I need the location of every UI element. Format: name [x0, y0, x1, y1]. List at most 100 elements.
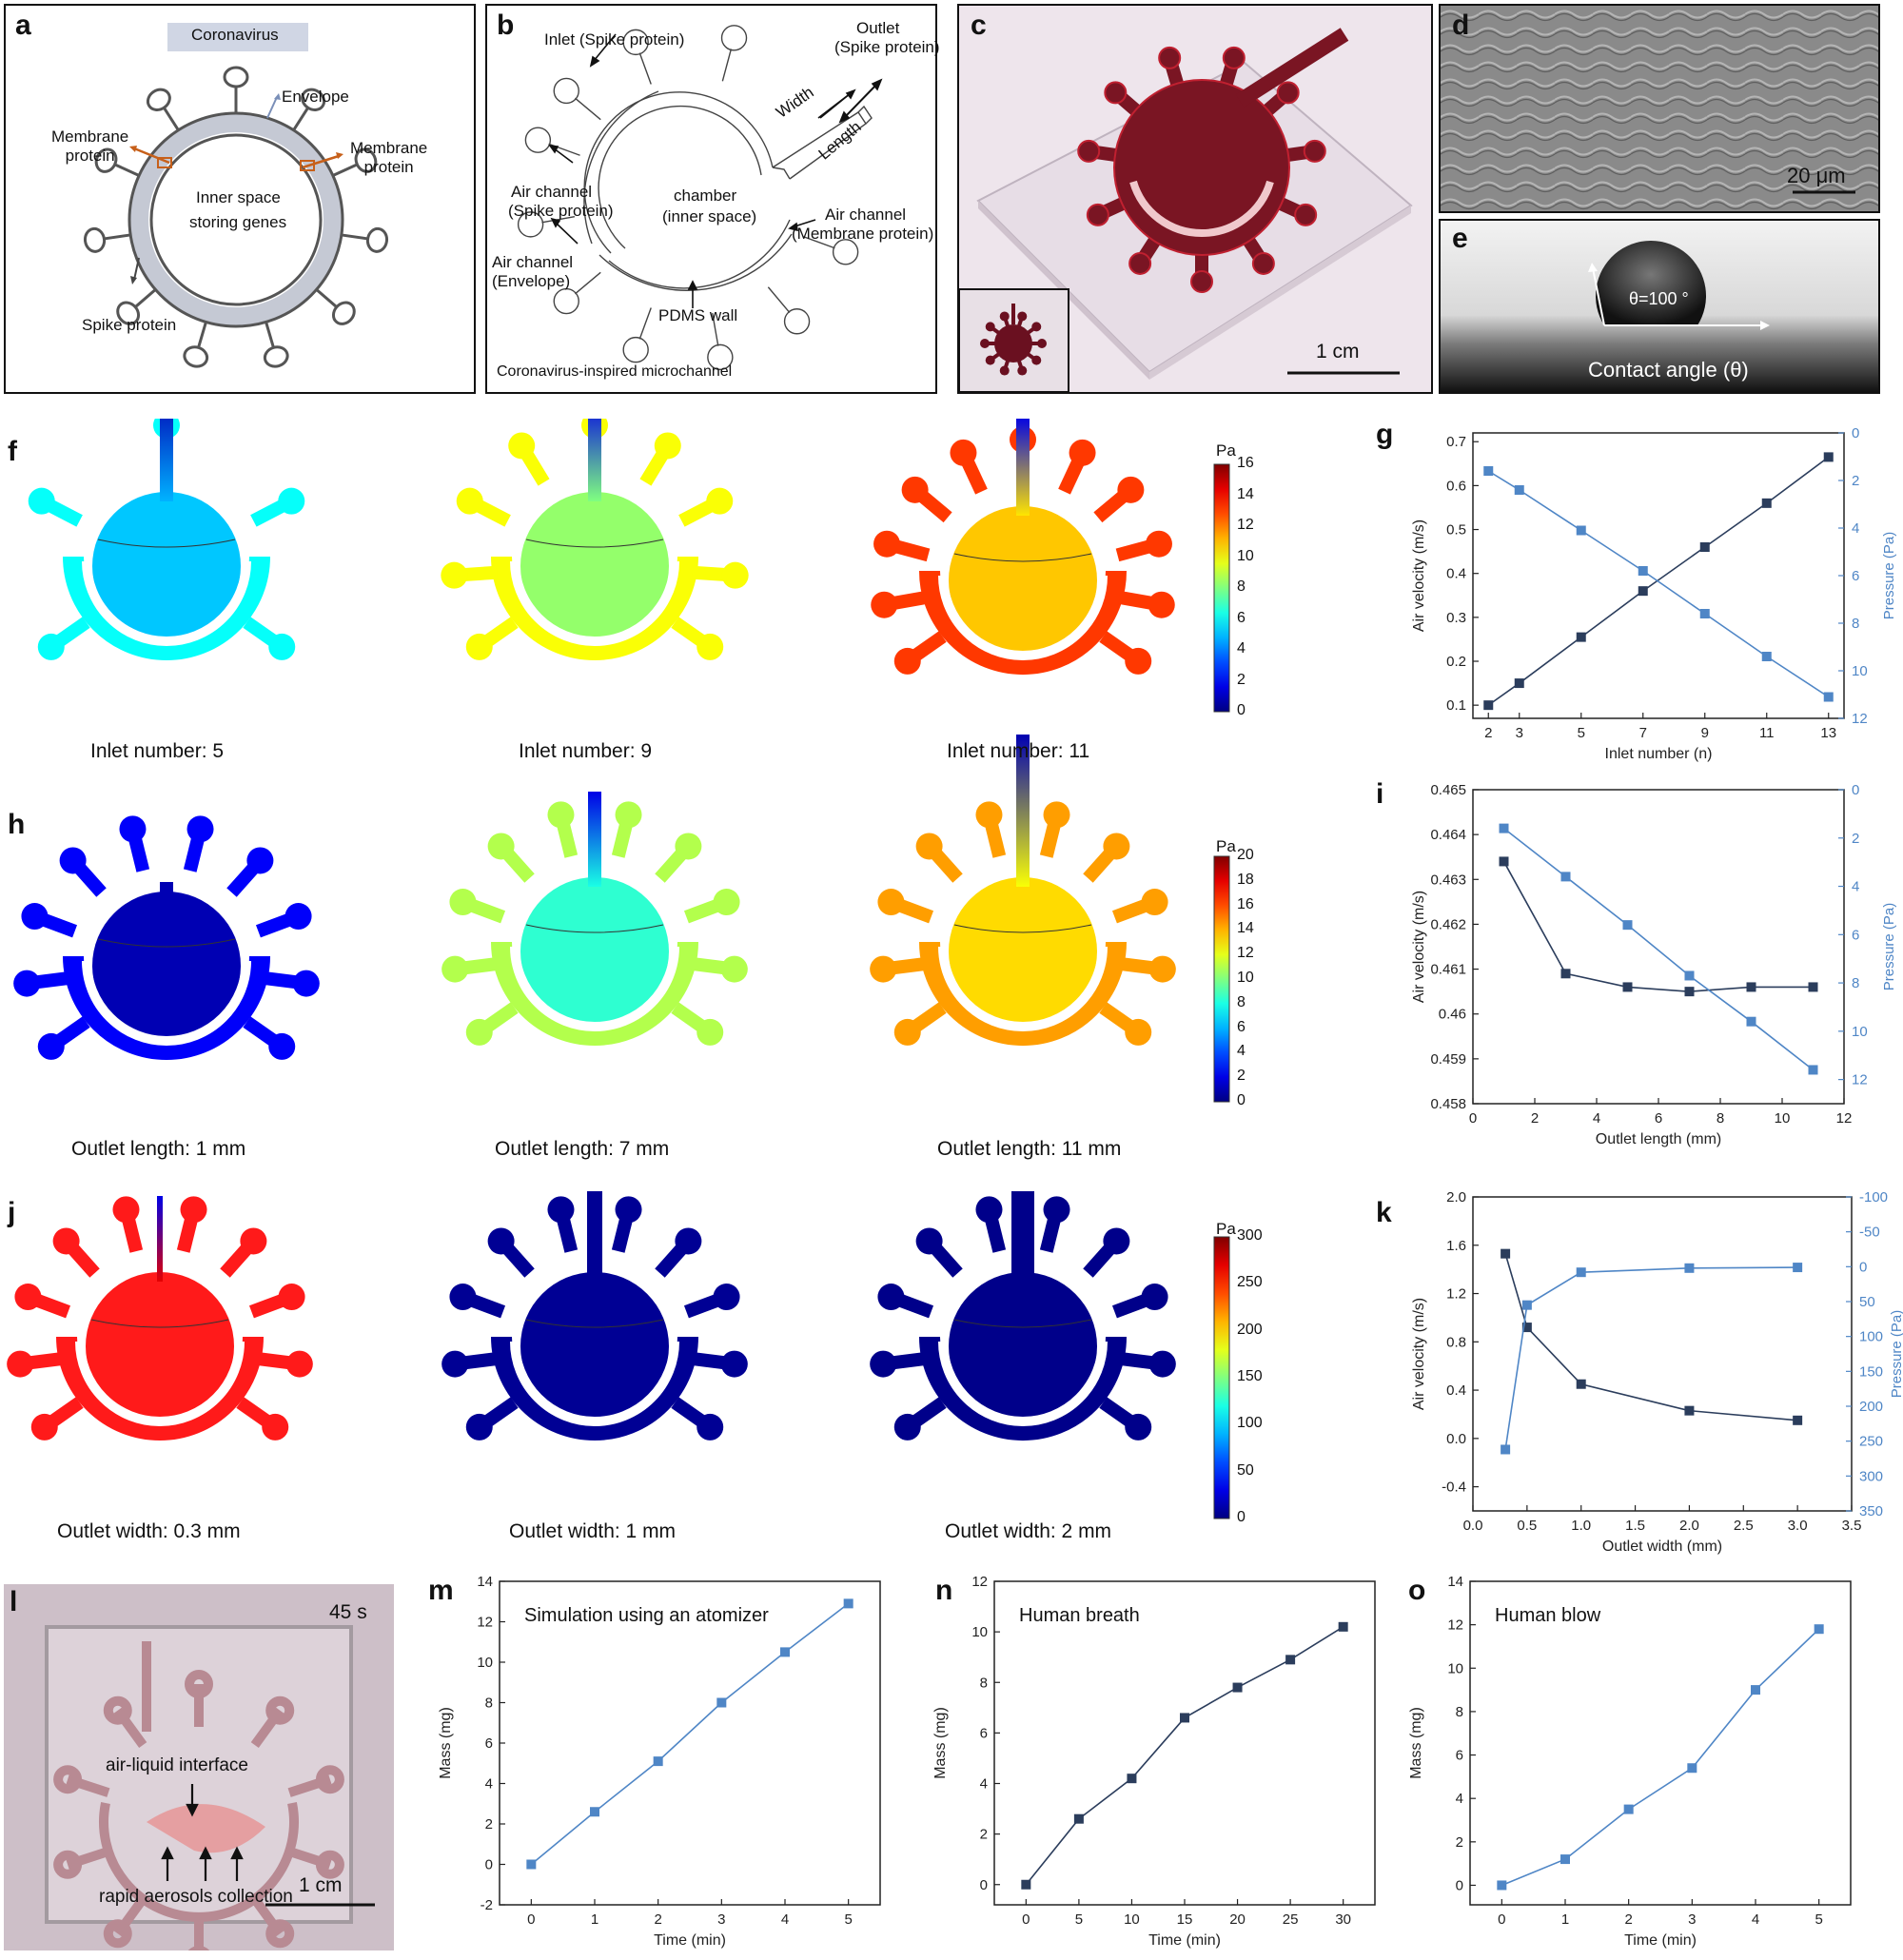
y-tick-label: 10 [477, 1655, 493, 1671]
data-point [1823, 692, 1834, 702]
microchannel-footer: Coronavirus-inspired microchannel [497, 363, 733, 380]
chart-k: 0.0 0.5 1.0 1.5 2.0 2.5 3.0 3.5 -0.4 0.0 0.4 0.8 1.2… [1411, 1189, 1903, 1555]
y-tick-label: 0.4 [1446, 566, 1466, 582]
data-point [1638, 566, 1648, 576]
y-tick-label: 4 [485, 1776, 493, 1793]
y-tick-label: 0.46 [1439, 1007, 1466, 1023]
membrane-protein-right-label: Membrane protein [350, 139, 428, 176]
y2-tick-label: 12 [1852, 711, 1868, 727]
colorbar-tick: 2 [1237, 1068, 1246, 1085]
chart-g: 2 3 5 7 9 11 13 0.1 0.2 0.3 0.4 0.5 0.6 0.7 0 2 4 6 8 10 12 P… [1411, 425, 1897, 762]
data-point [1699, 609, 1710, 618]
data-point [526, 1859, 537, 1870]
data-point [716, 1697, 727, 1708]
x-tick-label: 30 [1335, 1911, 1351, 1928]
inner-space-sub-label: (inner space) [662, 207, 757, 225]
data-point [1814, 1624, 1824, 1635]
data-point [1576, 525, 1586, 536]
colorbar-h-unit: Pa [1216, 837, 1236, 855]
colorbar-tick: 6 [1237, 609, 1246, 626]
data-point [1073, 1813, 1084, 1824]
y-tick-label: 0 [485, 1857, 493, 1873]
data-point [1793, 1263, 1803, 1273]
caption-j-3: Outlet width: 2 mm [945, 1520, 1112, 1542]
y-tick-label: 0.458 [1430, 1096, 1466, 1112]
y-tick-label: 2 [980, 1827, 988, 1843]
x-tick-label: 2 [1484, 725, 1492, 741]
pressure-map [871, 419, 1175, 675]
y2-tick-label: -50 [1859, 1225, 1880, 1241]
y-tick-label: 0.464 [1430, 827, 1466, 843]
colorbar-j-unit: Pa [1216, 1220, 1236, 1238]
chart-title: Human breath [1019, 1605, 1140, 1626]
data-point [1684, 970, 1695, 981]
panel-letter-b: b [497, 10, 515, 41]
y-tick-label: 0.465 [1430, 782, 1466, 798]
x-tick-label: 1.5 [1625, 1518, 1645, 1534]
x-axis-label: Time (min) [1624, 1932, 1697, 1949]
y2-axis-label: Pressure (Pa) [1881, 532, 1897, 620]
chamber-label: chamber [674, 186, 737, 205]
caption-h-3: Outlet length: 11 mm [937, 1138, 1122, 1160]
pressure-maps [7, 419, 1230, 1519]
x-tick-label: 5 [1075, 1911, 1083, 1928]
y-axis-label: Mass (mg) [438, 1707, 454, 1779]
x-tick-label: 1 [591, 1911, 598, 1928]
y-tick-label: 6 [980, 1725, 988, 1741]
colorbar-tick: 8 [1237, 993, 1246, 1010]
x-tick-label: 1.0 [1571, 1518, 1591, 1534]
plot-frame [993, 1580, 1376, 1906]
data-point [1576, 1267, 1586, 1278]
pressure-map [7, 1196, 313, 1441]
y-tick-label: 1.2 [1446, 1286, 1466, 1303]
outlet-label: Outlet [856, 19, 900, 37]
data-point [1761, 498, 1772, 508]
x-tick-label: 1 [1561, 1911, 1569, 1928]
y-tick-label: 12 [477, 1615, 493, 1631]
chart-title: Simulation using an atomizer [524, 1605, 769, 1626]
pressure-map [441, 1191, 748, 1441]
data-point [1560, 1854, 1570, 1865]
y-axis-label: Mass (mg) [1408, 1707, 1424, 1779]
y-tick-label: 0.5 [1446, 522, 1466, 539]
data-point [1699, 542, 1710, 552]
panel-letter-o: o [1408, 1575, 1426, 1606]
data-point [1501, 1444, 1511, 1455]
colorbar-tick: 0 [1237, 1092, 1246, 1108]
scale-bar-c: 1 cm [1316, 341, 1360, 363]
x-tick-label: 0 [1469, 1110, 1477, 1127]
y-axis-label: Mass (mg) [932, 1707, 949, 1779]
data-point [1127, 1774, 1137, 1784]
contact-angle-image [1441, 221, 1878, 392]
caption-j-1: Outlet width: 0.3 mm [57, 1520, 241, 1542]
panel-letter-e: e [1452, 223, 1468, 254]
x-tick-label: 2.5 [1734, 1518, 1754, 1534]
x-tick-label: 20 [1229, 1911, 1246, 1928]
y-tick-label: 10 [1447, 1660, 1463, 1676]
panel-letter-a: a [15, 10, 31, 41]
x-tick-label: 3.0 [1788, 1518, 1808, 1534]
air-channel-envelope-sub-label: (Envelope) [492, 272, 571, 290]
x-tick-label: 25 [1283, 1911, 1299, 1928]
colorbar-tick: 20 [1237, 847, 1254, 863]
x-tick-label: 10 [1775, 1110, 1791, 1127]
inlet-label: Inlet (Spike protein) [544, 30, 685, 49]
y-tick-label: 10 [971, 1624, 988, 1640]
x-tick-label: 13 [1820, 725, 1836, 741]
colorbar-tick: 50 [1237, 1461, 1254, 1479]
caption-h-1: Outlet length: 1 mm [71, 1138, 246, 1160]
x-tick-label: 0.5 [1517, 1518, 1537, 1534]
y-tick-label: 8 [485, 1695, 493, 1712]
y2-tick-label: 2 [1852, 473, 1859, 489]
colorbar-tick: 10 [1237, 970, 1254, 986]
y-tick-label: 0.0 [1446, 1431, 1466, 1447]
collection-photo [4, 1584, 394, 1960]
x-tick-label: 2 [1531, 1110, 1539, 1127]
plot-frame [1472, 789, 1845, 1105]
x-tick-label: 5 [1578, 725, 1585, 741]
x-axis-label: Outlet width (mm) [1602, 1539, 1722, 1555]
data-point [1761, 652, 1772, 661]
data-point [780, 1647, 790, 1657]
y2-tick-label: 0 [1852, 425, 1859, 441]
